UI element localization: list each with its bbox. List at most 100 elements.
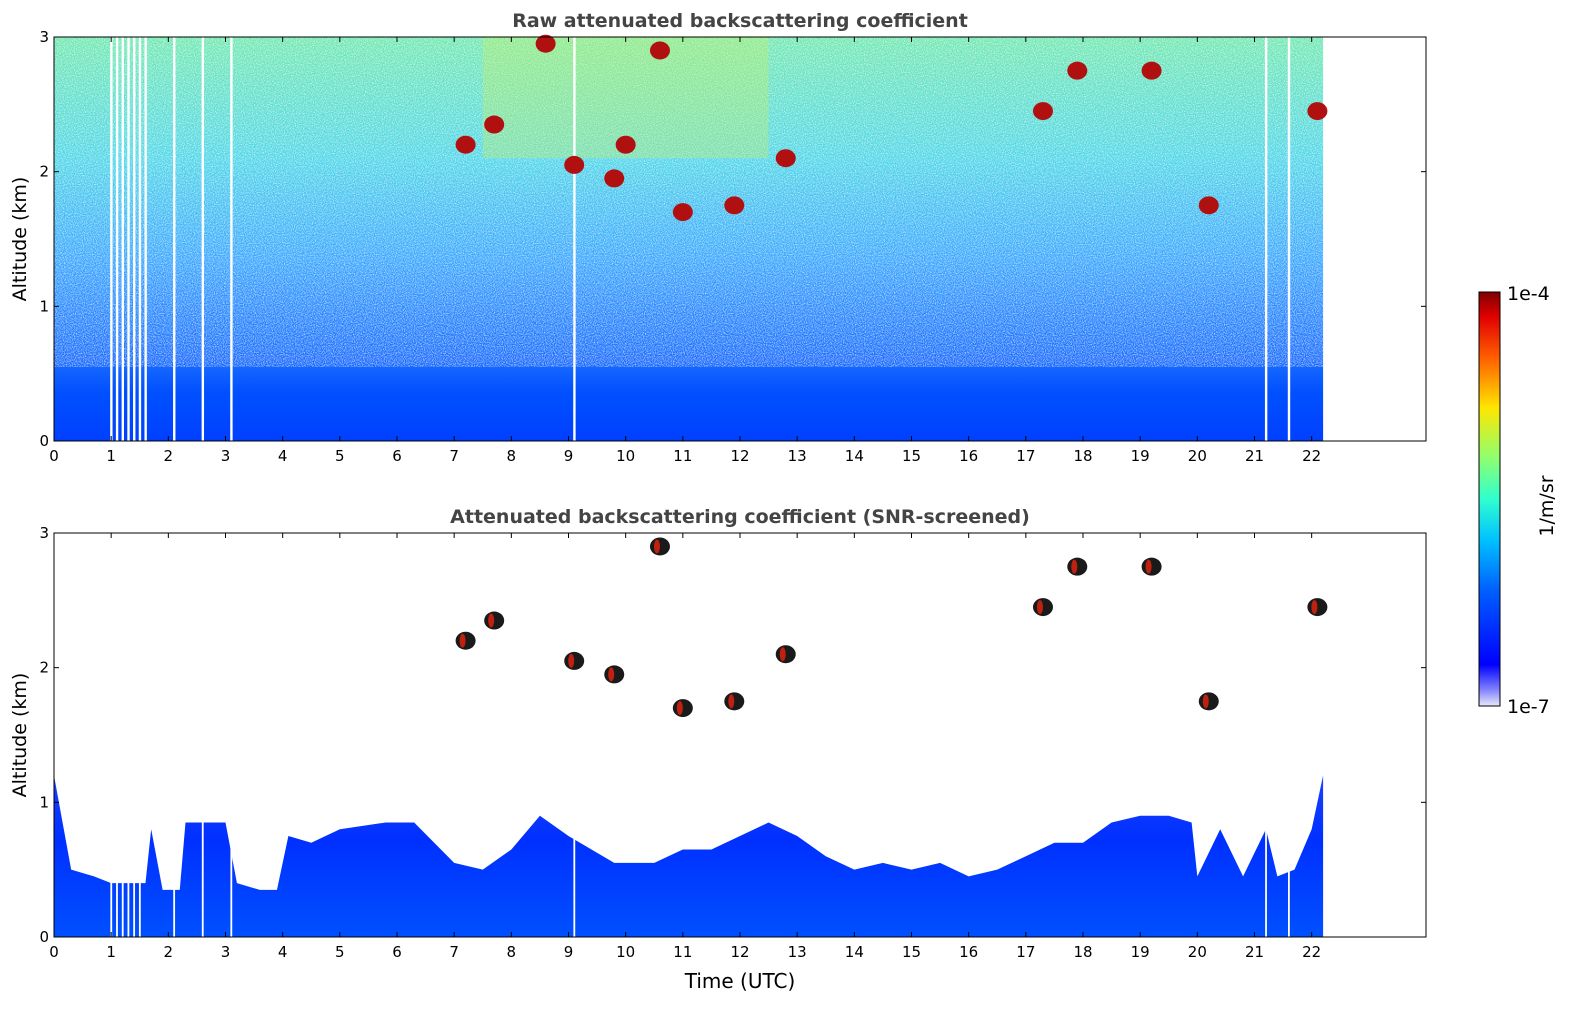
panel-raw-yticks: 0 1 2 3 — [39, 28, 1426, 450]
screened-gap-1 — [116, 775, 118, 937]
cloud-core-7 — [779, 647, 786, 662]
xtick-label-13: 13 — [788, 943, 807, 961]
xtick-label-22: 22 — [1302, 943, 1321, 961]
xtick-label-11: 11 — [673, 943, 692, 961]
cloud-core-11 — [1202, 694, 1209, 709]
panel-screened-ylabel: Altitude (km) — [9, 673, 31, 798]
colorbar-bottom-label: 1e-7 — [1507, 696, 1550, 718]
cloud-3 — [564, 155, 585, 174]
xtick-label-2: 2 — [164, 943, 174, 961]
xtick-label-19: 19 — [1131, 943, 1150, 961]
panel-raw-heatmap — [54, 34, 1328, 441]
xtick-label-7: 7 — [449, 447, 459, 465]
cloud-core-10 — [1145, 559, 1152, 574]
missing-profile-2 — [121, 37, 124, 441]
xtick-label-18: 18 — [1073, 447, 1092, 465]
cloud-14 — [1307, 102, 1328, 121]
panel-screened-title: Attenuated backscattering coefficient (S… — [450, 506, 1030, 528]
cloud-core-8 — [1036, 600, 1043, 615]
xtick-label-14: 14 — [845, 447, 864, 465]
xtick-label-1: 1 — [106, 447, 116, 465]
screened-gap-3 — [127, 775, 130, 937]
ytick-label-0: 0 — [39, 928, 49, 946]
screened-gap-11 — [1288, 775, 1290, 937]
xtick-label-20: 20 — [1188, 447, 1207, 465]
missing-profile-10 — [573, 37, 576, 441]
cloud-core-12 — [1311, 600, 1318, 615]
colorbar-gradient — [1478, 291, 1501, 707]
cloud-core-0 — [459, 633, 466, 648]
xtick-label-3: 3 — [221, 943, 231, 961]
xtick-label-16: 16 — [959, 943, 978, 961]
colorbar: 1e-4 1e-7 1/m/sr — [1478, 283, 1558, 718]
panel-screened: Attenuated backscattering coefficient (S… — [9, 506, 1427, 961]
panel-raw-title: Raw attenuated backscattering coefficien… — [512, 10, 968, 32]
xtick-label-21: 21 — [1245, 447, 1264, 465]
screened-gap-0 — [110, 775, 113, 937]
cloud-core-9 — [1071, 559, 1078, 574]
missing-profile-7 — [173, 37, 176, 441]
panel-screened-heatmap — [54, 537, 1328, 937]
xtick-label-5: 5 — [335, 943, 345, 961]
xtick-label-12: 12 — [730, 447, 749, 465]
cloud-2 — [535, 34, 556, 53]
cloud-core-2 — [568, 653, 575, 668]
boundary-layer-area — [54, 775, 1324, 937]
xtick-label-3: 3 — [221, 447, 231, 465]
panel-raw-ylabel: Altitude (km) — [9, 177, 31, 302]
cloud-core-5 — [676, 701, 683, 716]
panel-raw-xticks: 0 1 2 3 4 5 6 7 8 9 10 11 12 13 14 15 16 17 18 19 20 21 22 — [49, 37, 1321, 465]
cloud-core-3 — [608, 667, 615, 682]
xtick-label-13: 13 — [788, 447, 807, 465]
raw-noise-speckle — [54, 37, 1324, 367]
xtick-label-0: 0 — [49, 447, 59, 465]
xtick-label-6: 6 — [392, 943, 402, 961]
xtick-label-18: 18 — [1073, 943, 1092, 961]
xtick-label-9: 9 — [564, 447, 574, 465]
cloud-5 — [615, 135, 636, 154]
screened-gap-5 — [138, 775, 141, 937]
xtick-label-1: 1 — [106, 943, 116, 961]
ytick-label-2: 2 — [39, 659, 49, 677]
xtick-label-20: 20 — [1188, 943, 1207, 961]
xtick-label-10: 10 — [616, 943, 635, 961]
cloud-0 — [455, 135, 476, 154]
ytick-label-1: 1 — [39, 793, 49, 811]
xtick-label-14: 14 — [845, 943, 864, 961]
xtick-label-17: 17 — [1016, 943, 1035, 961]
cloud-13 — [1198, 196, 1219, 215]
cloud-core-6 — [728, 694, 735, 709]
ytick-label-2: 2 — [39, 163, 49, 181]
xtick-label-8: 8 — [507, 447, 517, 465]
screened-gap-6 — [173, 775, 176, 937]
screened-gap-7 — [201, 775, 204, 937]
missing-profile-1 — [115, 37, 119, 441]
xtick-label-11: 11 — [673, 447, 692, 465]
xtick-label-0: 0 — [49, 943, 59, 961]
cloud-12 — [1141, 61, 1162, 80]
panel-screened-yticks: 0 1 2 3 — [39, 524, 1426, 946]
missing-profile-4 — [133, 37, 136, 441]
xtick-label-8: 8 — [507, 943, 517, 961]
xtick-label-9: 9 — [564, 943, 574, 961]
cloud-10 — [1032, 102, 1053, 121]
xtick-label-10: 10 — [616, 447, 635, 465]
ytick-label-0: 0 — [39, 432, 49, 450]
xtick-label-17: 17 — [1016, 447, 1035, 465]
xtick-label-5: 5 — [335, 447, 345, 465]
cloud-9 — [775, 149, 796, 168]
screened-gap-4 — [133, 775, 136, 937]
screened-gap-8 — [230, 775, 233, 937]
panel-screened-xticks: 0 1 2 3 4 5 6 7 8 9 10 11 12 13 14 15 16 17 18 19 20 21 22 — [49, 533, 1321, 961]
colorbar-top-label: 1e-4 — [1507, 283, 1550, 305]
xtick-label-6: 6 — [392, 447, 402, 465]
xtick-label-15: 15 — [902, 447, 921, 465]
screened-gap-9 — [573, 775, 576, 937]
xtick-label-4: 4 — [278, 447, 288, 465]
cloud-1 — [484, 115, 505, 134]
missing-profile-11 — [1264, 37, 1268, 441]
missing-profile-5 — [138, 37, 142, 441]
cloud-core-4 — [653, 539, 660, 554]
cloud-4 — [604, 169, 625, 188]
